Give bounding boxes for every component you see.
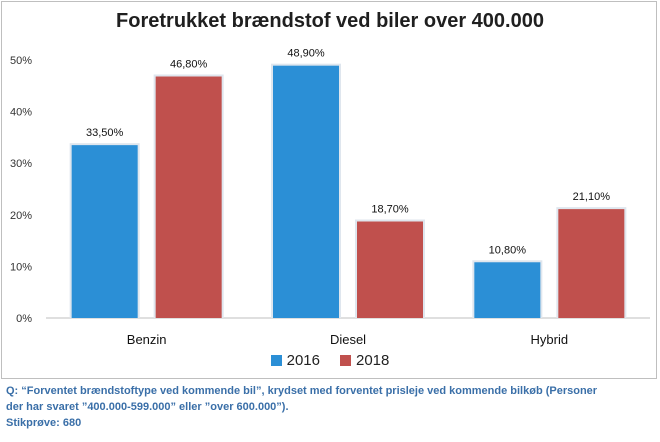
bar-2016-hybrid	[474, 262, 541, 318]
legend-swatch-2018	[340, 355, 351, 366]
y-tick-label: 50%	[10, 55, 32, 67]
data-label-2018: 46,80%	[170, 59, 208, 71]
y-tick-label: 40%	[10, 107, 32, 119]
chart-title: Foretrukket brændstof ved biler over 400…	[116, 10, 544, 32]
bar-2016-diesel	[273, 65, 339, 318]
legend-swatch-2016	[270, 355, 282, 366]
bar-2018-diesel	[357, 221, 423, 318]
footnote-question-line-2: der har svaret ”400.000-599.000” eller ”…	[6, 401, 289, 413]
bar-chart-plot: 0% 10% 20% 30% 40% 50% 33,50% 46,80% Benzin 48,90…	[10, 48, 650, 347]
data-label-2016: 10,80%	[489, 244, 527, 256]
category-label: Diesel	[330, 332, 366, 347]
data-label-2018: 21,10%	[573, 191, 611, 203]
legend-item-2018: 2018	[340, 352, 389, 369]
y-tick-label: 20%	[10, 210, 32, 222]
bar-2018-hybrid	[558, 209, 625, 318]
data-label-2016: 48,90%	[287, 48, 325, 60]
legend-label-2018: 2018	[356, 352, 390, 369]
y-tick-label: 30%	[10, 158, 32, 170]
data-label-2018: 18,70%	[371, 204, 409, 216]
y-tick-label: 10%	[10, 261, 32, 273]
bar-2018-benzin	[155, 76, 222, 319]
category-label: Hybrid	[531, 332, 569, 347]
legend: 2016 2018	[2, 352, 658, 369]
footnote-sample-size: Stikprøve: 680	[6, 417, 82, 429]
bar-2016-benzin	[71, 145, 138, 318]
category-label: Benzin	[127, 332, 167, 347]
legend-item-2016: 2016	[270, 352, 320, 369]
y-tick-label: 0%	[16, 313, 32, 325]
data-label-2016: 33,50%	[86, 127, 124, 139]
footnote-question-line-1: Q: “Forventet brændstoftype ved kommende…	[6, 385, 598, 397]
footnote: Q: “Forventet brændstoftype ved kommende…	[6, 383, 654, 431]
legend-label-2016: 2016	[286, 352, 320, 369]
chart-area: Foretrukket brændstof ved biler over 400…	[1, 1, 657, 379]
